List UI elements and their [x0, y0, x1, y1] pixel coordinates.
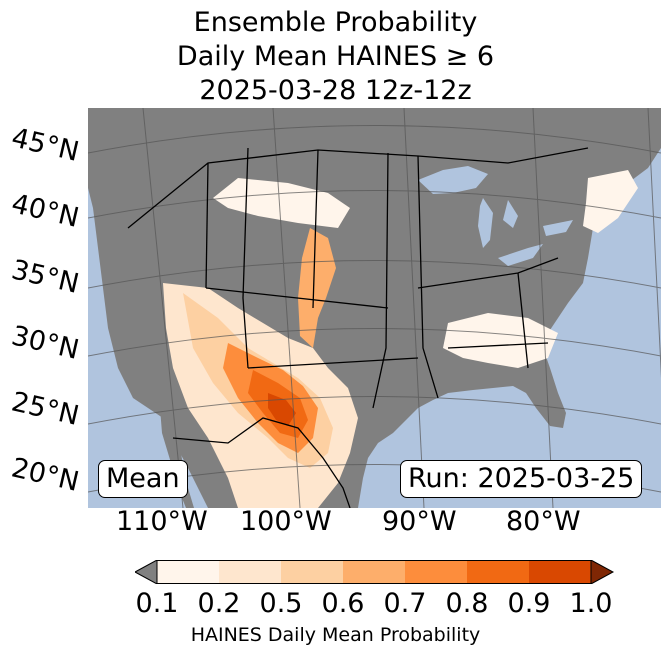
- border-state-4: [372, 152, 389, 409]
- colorbar-tick-4: 0.6: [321, 588, 365, 619]
- prob-region-midhigh: [298, 228, 336, 348]
- title-line-2: Daily Mean HAINES ≥ 6: [176, 41, 495, 72]
- colorbar-segment-6: [467, 560, 529, 584]
- lat-label-45: 45°N: [8, 122, 82, 168]
- border-state-9: [447, 342, 549, 349]
- gridline-40n: [87, 190, 662, 219]
- probability-map: [87, 107, 669, 509]
- gridline-90w: [403, 107, 425, 509]
- title-line-3: 2025-03-28 12z-12z: [199, 75, 472, 106]
- colorbar-segment-1: [157, 560, 219, 584]
- gridline-110w: [142, 107, 184, 509]
- lon-label-110w: 110°W: [116, 506, 208, 537]
- colorbar-tick-1: 0.1: [135, 588, 179, 619]
- colorbar-segment-4: [343, 560, 405, 584]
- border-mexico: [172, 417, 351, 509]
- gridline-35n: [87, 260, 662, 289]
- colorbar-tick-2: 0.2: [197, 588, 241, 619]
- title-line-1: Ensemble Probability: [193, 7, 478, 38]
- border-state-1: [205, 162, 209, 289]
- border-state-10: [517, 272, 529, 369]
- gridline-80w: [532, 107, 554, 509]
- great-lakes: [418, 166, 573, 266]
- lat-label-25: 25°N: [8, 386, 82, 432]
- lat-label-30: 30°N: [8, 320, 82, 366]
- border-state-2: [242, 147, 249, 369]
- colorbar-segment-3: [281, 560, 343, 584]
- border-state-3: [312, 149, 319, 309]
- borders: [127, 147, 589, 509]
- lat-label-20: 20°N: [8, 452, 82, 498]
- colorbar-frame: [156, 560, 592, 584]
- colorbar-tick-8: 1.0: [569, 588, 613, 619]
- lat-label-40: 40°N: [8, 188, 82, 234]
- colorbar-tick-7: 0.9: [507, 588, 551, 619]
- colorbar-segment-5: [405, 560, 467, 584]
- gridline-100w: [272, 107, 301, 509]
- prob-region-max: [268, 393, 296, 426]
- border-state-7: [417, 155, 439, 399]
- colorbar-segment-2: [219, 560, 281, 584]
- border-canada: [127, 147, 589, 229]
- prob-region-northeast: [583, 170, 638, 233]
- colorbar-tick-5: 0.7: [383, 588, 427, 619]
- lon-label-90w: 90°W: [382, 506, 457, 537]
- colorbar: [133, 559, 615, 585]
- border-state-6: [247, 357, 419, 369]
- colorbar-tick-3: 0.5: [259, 588, 303, 619]
- lon-label-100w: 100°W: [240, 506, 332, 537]
- stat-label: Mean: [98, 460, 188, 498]
- border-state-5: [205, 287, 389, 309]
- run-label: Run: 2025-03-25: [400, 460, 643, 498]
- colorbar-label: HAINES Daily Mean Probability: [190, 624, 481, 646]
- colorbar-segment-7: [529, 560, 591, 584]
- colorbar-graphic: [133, 559, 615, 585]
- colorbar-tick-6: 0.8: [445, 588, 489, 619]
- colorbar-under-arrow: [133, 559, 158, 585]
- prob-region-southeast: [443, 313, 558, 368]
- gridline-25n: [87, 396, 662, 425]
- map-canvas: [87, 107, 669, 509]
- gridline-45n: [87, 125, 662, 154]
- lat-label-35: 35°N: [8, 254, 82, 300]
- lon-label-80w: 80°W: [506, 506, 581, 537]
- gridline-30n: [87, 328, 662, 357]
- colorbar-over-arrow: [590, 559, 615, 585]
